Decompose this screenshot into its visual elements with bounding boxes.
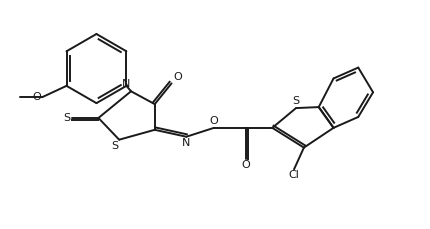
Text: N: N: [182, 138, 190, 148]
Text: O: O: [241, 161, 250, 170]
Text: S: S: [111, 141, 118, 151]
Text: N: N: [122, 79, 130, 89]
Text: Cl: Cl: [289, 170, 299, 180]
Text: O: O: [32, 92, 41, 102]
Text: O: O: [210, 116, 218, 126]
Text: S: S: [64, 113, 71, 123]
Text: S: S: [292, 96, 300, 106]
Text: O: O: [174, 72, 182, 82]
